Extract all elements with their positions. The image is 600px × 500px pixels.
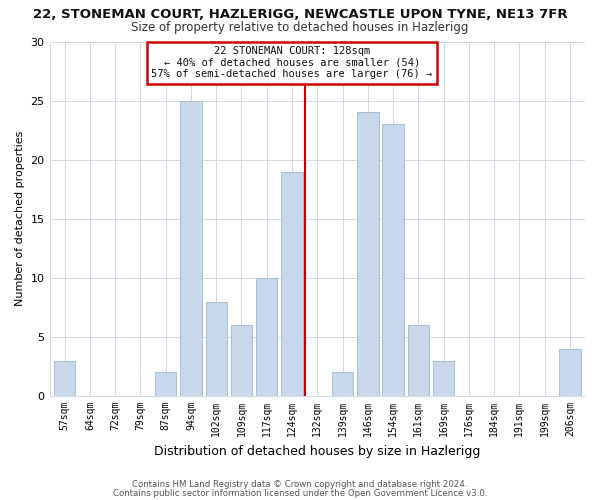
Bar <box>54 360 76 396</box>
Bar <box>382 124 404 396</box>
Text: Contains public sector information licensed under the Open Government Licence v3: Contains public sector information licen… <box>113 488 487 498</box>
Text: 22, STONEMAN COURT, HAZLERIGG, NEWCASTLE UPON TYNE, NE13 7FR: 22, STONEMAN COURT, HAZLERIGG, NEWCASTLE… <box>32 8 568 20</box>
Bar <box>231 325 252 396</box>
Bar <box>206 302 227 396</box>
Text: Contains HM Land Registry data © Crown copyright and database right 2024.: Contains HM Land Registry data © Crown c… <box>132 480 468 489</box>
Bar <box>559 349 581 396</box>
Y-axis label: Number of detached properties: Number of detached properties <box>15 131 25 306</box>
Bar <box>433 360 454 396</box>
Bar <box>155 372 176 396</box>
X-axis label: Distribution of detached houses by size in Hazlerigg: Distribution of detached houses by size … <box>154 444 481 458</box>
Bar <box>180 100 202 396</box>
Bar <box>357 112 379 396</box>
Bar <box>256 278 277 396</box>
Bar <box>407 325 429 396</box>
Text: Size of property relative to detached houses in Hazlerigg: Size of property relative to detached ho… <box>131 21 469 34</box>
Bar <box>281 172 303 396</box>
Bar <box>332 372 353 396</box>
Text: 22 STONEMAN COURT: 128sqm
← 40% of detached houses are smaller (54)
57% of semi-: 22 STONEMAN COURT: 128sqm ← 40% of detac… <box>151 46 433 80</box>
